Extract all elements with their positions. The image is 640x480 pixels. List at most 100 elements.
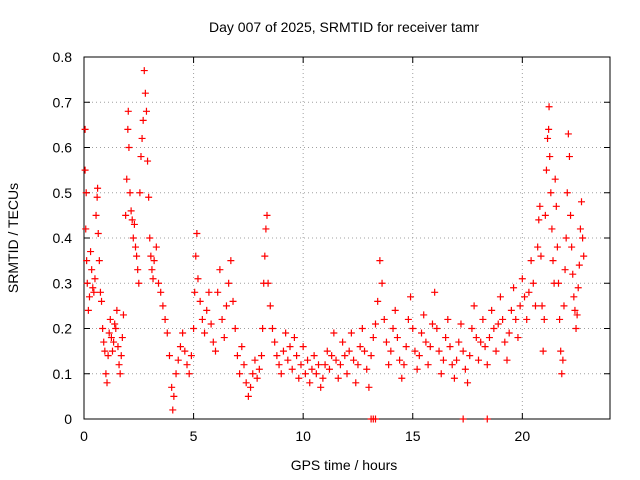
data-point [525, 288, 533, 296]
data-point [413, 365, 421, 373]
data-point [288, 365, 296, 373]
data-point [551, 175, 559, 183]
data-point [225, 279, 233, 287]
data-point [402, 343, 410, 351]
data-point [124, 125, 132, 133]
data-point [347, 329, 355, 337]
data-point [170, 392, 178, 400]
y-tick-label: 0.8 [53, 49, 73, 65]
data-point [144, 157, 152, 165]
data-point [132, 243, 140, 251]
data-point [548, 225, 556, 233]
data-point [297, 361, 305, 369]
data-point [516, 302, 524, 310]
data-point [263, 211, 271, 219]
data-point [523, 315, 531, 323]
data-point [579, 234, 587, 242]
data-point [165, 352, 173, 360]
data-point [507, 306, 515, 314]
x-tick-label: 10 [295, 428, 311, 444]
data-point [549, 257, 557, 265]
data-point [439, 356, 447, 364]
data-point [535, 216, 543, 224]
data-point [155, 279, 163, 287]
y-tick-label: 0.4 [53, 230, 73, 246]
data-point [573, 311, 581, 319]
data-point [393, 334, 401, 342]
data-point [150, 257, 158, 265]
data-point [457, 320, 465, 328]
data-point [358, 325, 366, 332]
data-point [547, 189, 555, 197]
data-point [560, 302, 568, 310]
data-point [103, 379, 111, 387]
data-point [271, 338, 279, 346]
data-point [363, 365, 371, 373]
data-point [534, 243, 542, 251]
data-point [518, 275, 526, 283]
data-point [537, 252, 545, 260]
data-point [538, 302, 546, 310]
data-point [295, 374, 303, 382]
data-point [505, 329, 513, 337]
data-point [562, 234, 570, 242]
x-tick-label: 0 [80, 428, 88, 444]
data-point [485, 334, 493, 342]
data-point [118, 334, 126, 342]
data-point [187, 352, 195, 360]
data-point [568, 243, 576, 251]
data-point [293, 352, 301, 360]
data-point [510, 284, 518, 292]
data-point [345, 347, 353, 355]
data-point [124, 107, 132, 115]
data-point [578, 198, 586, 206]
data-points [81, 67, 588, 423]
data-point [135, 279, 143, 287]
data-point [273, 352, 281, 360]
data-point [317, 383, 325, 391]
data-point [483, 361, 491, 369]
data-point [190, 325, 198, 332]
data-point [411, 347, 419, 355]
data-point [556, 315, 564, 323]
data-point [83, 279, 91, 287]
data-point [127, 207, 135, 215]
data-point [110, 338, 118, 346]
data-point [558, 370, 566, 378]
data-point [100, 338, 108, 346]
data-point [134, 266, 142, 274]
data-point [341, 352, 349, 360]
data-point [541, 211, 549, 219]
data-point [514, 334, 522, 342]
data-point [571, 306, 579, 314]
data-point [82, 189, 90, 197]
data-point [442, 334, 450, 342]
data-point [183, 361, 191, 369]
data-point [142, 107, 150, 115]
data-point [569, 270, 577, 278]
data-point [105, 329, 113, 337]
data-point [385, 361, 393, 369]
data-point [512, 315, 520, 323]
data-point [88, 266, 96, 274]
data-point [136, 189, 144, 197]
data-point [99, 325, 107, 332]
data-point [220, 334, 228, 342]
y-tick-label: 0.1 [53, 366, 73, 382]
data-point [420, 311, 428, 319]
data-point [193, 229, 201, 237]
data-point [138, 134, 146, 142]
data-point [396, 356, 404, 364]
data-point [343, 370, 351, 378]
data-point [503, 356, 511, 364]
data-point [527, 257, 535, 265]
data-point [567, 211, 575, 219]
data-point [453, 356, 461, 364]
data-point [477, 338, 485, 346]
data-point [352, 379, 360, 387]
y-axis-label: SRMTID / TECUs [5, 183, 21, 293]
data-point [330, 329, 338, 337]
x-tick-label: 5 [190, 428, 198, 444]
data-point [415, 352, 423, 360]
data-point [461, 365, 469, 373]
